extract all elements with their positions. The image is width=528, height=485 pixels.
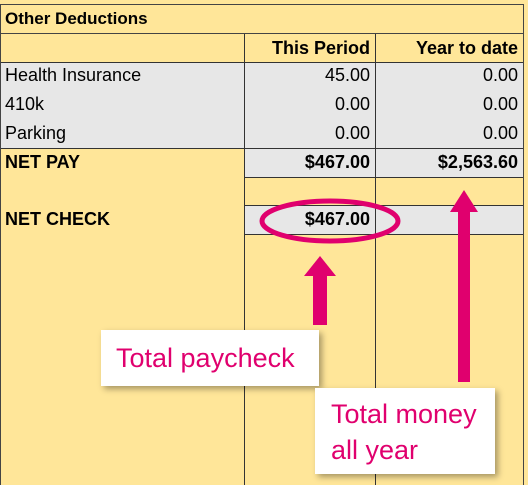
net-pay-label: NET PAY xyxy=(5,152,81,172)
net-pay-background xyxy=(245,149,524,177)
row-value-this-period: 45.00 xyxy=(324,65,370,85)
row-label-410k: 410k xyxy=(5,94,45,114)
callout-total-money-line2: all year xyxy=(331,435,419,465)
net-pay-this-period: $467.00 xyxy=(304,152,370,172)
row-divider xyxy=(0,62,524,63)
net-check-label: NET CHECK xyxy=(5,209,111,229)
row-value-this-period: 0.00 xyxy=(334,94,370,114)
callout-total-money: Total money all year xyxy=(315,388,495,474)
header-year-to-date: Year to date xyxy=(415,38,518,58)
row-value-year-to-date: 0.00 xyxy=(482,65,518,85)
callout-total-paycheck: Total paycheck xyxy=(101,330,319,386)
row-label-health-insurance: Health Insurance xyxy=(5,65,142,85)
row-divider xyxy=(244,205,524,206)
header-this-period: This Period xyxy=(271,38,370,58)
row-divider xyxy=(244,234,524,235)
row-value-this-period: 0.00 xyxy=(334,123,370,143)
column-divider xyxy=(375,34,376,485)
row-divider xyxy=(244,177,524,178)
net-check-this-period: $467.00 xyxy=(304,209,370,229)
row-value-year-to-date: 0.00 xyxy=(482,123,518,143)
callout-total-money-line1: Total money xyxy=(331,399,477,429)
net-pay-year-to-date: $2,563.60 xyxy=(437,152,518,172)
deductions-background xyxy=(0,62,524,148)
section-title: Other Deductions xyxy=(0,4,524,34)
column-divider xyxy=(244,34,245,485)
row-value-year-to-date: 0.00 xyxy=(482,94,518,114)
row-divider xyxy=(0,148,524,149)
row-label-parking: Parking xyxy=(5,123,67,143)
